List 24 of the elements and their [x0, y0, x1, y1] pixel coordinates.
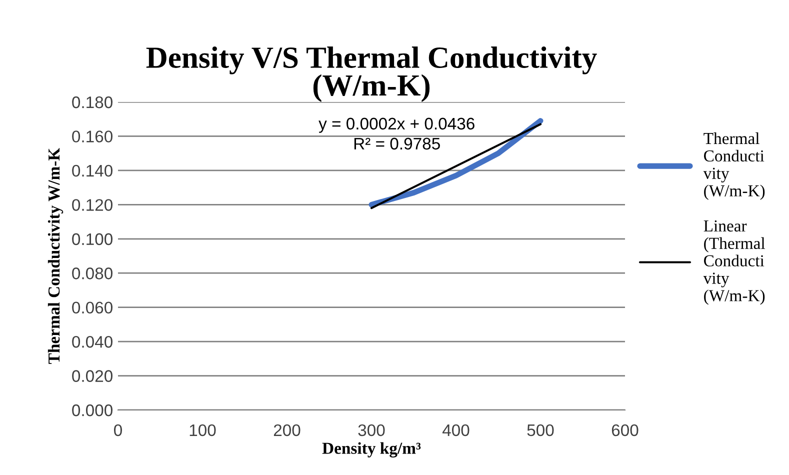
y-tick-label: 0.120 — [72, 199, 112, 211]
x-tick-label: 100 — [190, 424, 216, 436]
y-tick-label: 0.140 — [72, 164, 112, 177]
x-tick-label: 400 — [442, 424, 470, 436]
y-tick-label: 0.160 — [72, 130, 112, 142]
annotation: y = 0.0002x + 0.0436 — [318, 118, 474, 133]
x-tick-label: 500 — [527, 424, 554, 436]
x-tick-label: 600 — [612, 424, 638, 436]
x-tick-label: 200 — [274, 424, 300, 436]
y-tick-label: 0.040 — [72, 336, 112, 348]
y-tick-label: 0.000 — [72, 404, 112, 416]
y-tick-label: 0.020 — [72, 370, 112, 382]
y-tick-label: 0.100 — [72, 233, 112, 246]
x-tick-label: 300 — [358, 424, 385, 436]
annotation: R² = 0.9785 — [354, 138, 440, 150]
y-tick-label: 0.180 — [72, 96, 112, 108]
legend-label: Thermal Conductivity (W/m-K) — [703, 132, 765, 200]
x-axis-title: Density kg/m³ — [322, 442, 421, 458]
legend-label: Linear (Thermal Conductivity (W/m-K) — [703, 220, 766, 305]
x-tick-label: 0 — [114, 424, 122, 436]
chart-title: Density V/S Thermal Conductivity (W/m-K) — [146, 46, 597, 102]
y-axis-title: Thermal Conductivity W/m-K — [48, 148, 64, 364]
y-tick-label: 0.060 — [72, 302, 112, 314]
y-tick-label: 0.080 — [72, 268, 112, 280]
